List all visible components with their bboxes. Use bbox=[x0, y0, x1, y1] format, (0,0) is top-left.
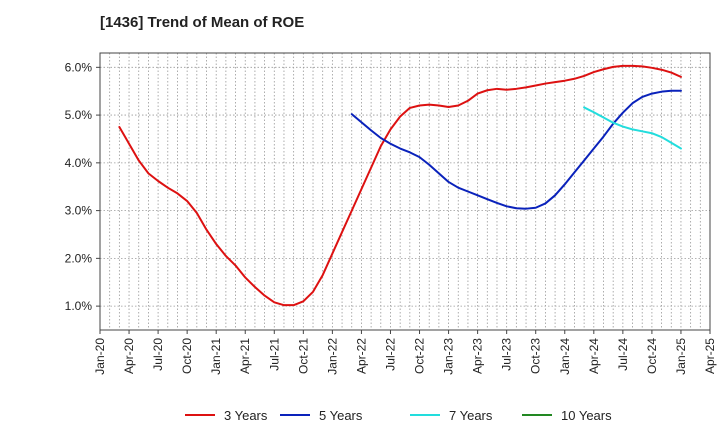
plot-frame bbox=[99, 52, 711, 331]
grid-lines bbox=[100, 53, 710, 330]
x-tick-label: Jan-20 bbox=[93, 338, 107, 375]
x-tick-label: Apr-23 bbox=[471, 338, 485, 374]
y-tick-label: 3.0% bbox=[65, 204, 93, 218]
plot-area bbox=[100, 53, 710, 330]
x-tick-label: Jan-21 bbox=[209, 338, 223, 375]
y-tick-label: 2.0% bbox=[65, 251, 93, 265]
x-tick-label: Jul-24 bbox=[616, 338, 630, 371]
x-tick-label: Jul-20 bbox=[151, 338, 165, 371]
x-tick-label: Jul-23 bbox=[500, 338, 514, 371]
x-tick-label: Jan-24 bbox=[558, 338, 572, 375]
legend-label: 5 Years bbox=[319, 408, 363, 423]
series-line-7-years bbox=[583, 106, 682, 150]
x-tick-label: Oct-24 bbox=[645, 338, 659, 374]
legend-label: 3 Years bbox=[224, 408, 268, 423]
x-tick-label: Apr-21 bbox=[238, 338, 252, 374]
y-tick-label: 4.0% bbox=[65, 156, 93, 170]
x-tick-label: Jan-22 bbox=[325, 338, 339, 375]
x-tick-label: Apr-20 bbox=[122, 338, 136, 374]
x-tick-label: Apr-25 bbox=[703, 338, 717, 374]
series-lines bbox=[118, 64, 682, 307]
x-tick-label: Oct-21 bbox=[296, 338, 310, 374]
legend: 3 Years 5 Years 7 Years 10 Years bbox=[185, 408, 612, 423]
series-line-5-years bbox=[350, 89, 682, 210]
x-tick-label: Oct-22 bbox=[413, 338, 427, 374]
y-axis: 1.0% 2.0% 3.0% 4.0% 5.0% 6.0% bbox=[65, 60, 100, 313]
x-tick-label: Oct-20 bbox=[180, 338, 194, 374]
x-tick-label: Jan-25 bbox=[674, 338, 688, 375]
chart-title: [1436] Trend of Mean of ROE bbox=[100, 14, 305, 31]
y-tick-label: 6.0% bbox=[65, 60, 93, 74]
legend-label: 10 Years bbox=[561, 408, 612, 423]
y-tick-label: 5.0% bbox=[65, 108, 93, 122]
x-tick-label: Oct-23 bbox=[529, 338, 543, 374]
x-axis: Jan-20 Apr-20 Jul-20 Oct-20 Jan-21 Apr-21 Jul-… bbox=[93, 330, 717, 375]
x-tick-label: Jan-23 bbox=[442, 338, 456, 375]
x-tick-label: Apr-24 bbox=[587, 338, 601, 374]
x-tick-label: Jul-22 bbox=[383, 338, 397, 371]
x-tick-label: Jul-21 bbox=[267, 338, 281, 371]
legend-label: 7 Years bbox=[449, 408, 493, 423]
x-tick-label: Apr-22 bbox=[354, 338, 368, 374]
y-tick-label: 1.0% bbox=[65, 299, 93, 313]
series-line-3-years bbox=[118, 64, 682, 307]
